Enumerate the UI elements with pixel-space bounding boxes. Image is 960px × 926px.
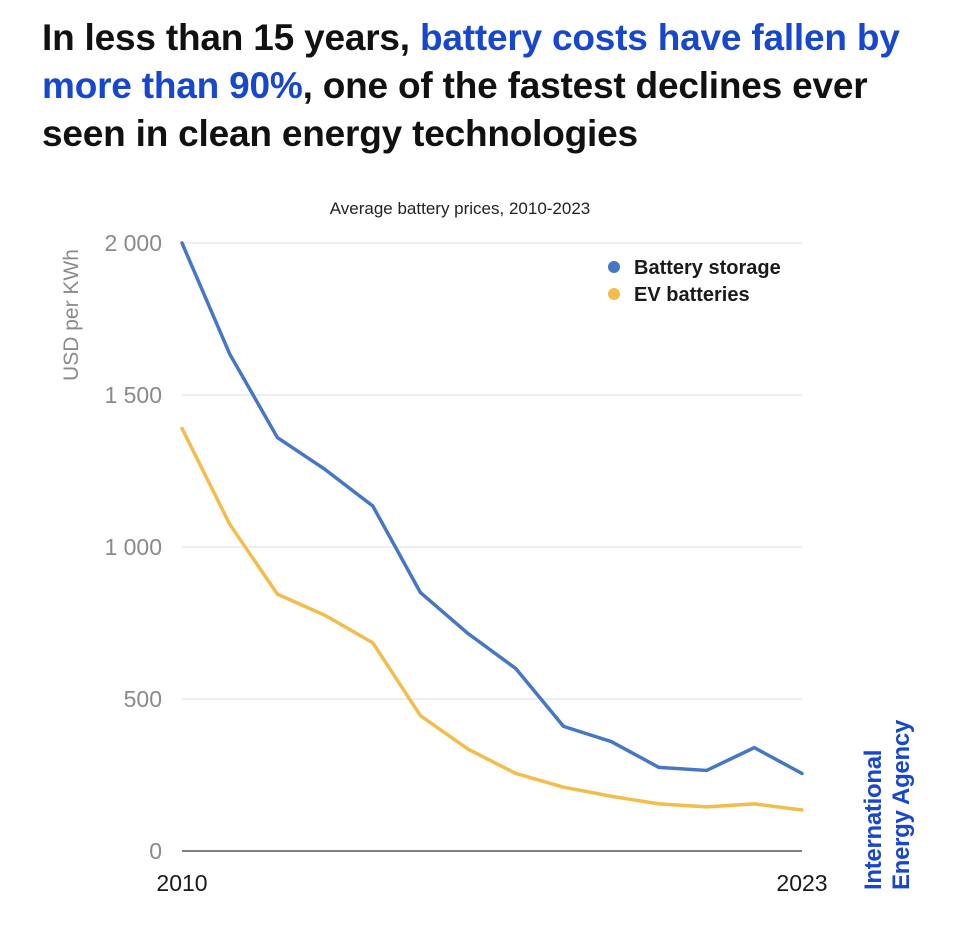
y-tick-label: 500: [124, 686, 162, 712]
brand-line-1: International: [860, 749, 887, 890]
legend-marker: [608, 288, 620, 300]
series-line-battery-storage: [180, 241, 804, 776]
x-tick-label: 2010: [156, 870, 207, 896]
headline-part-2: , one of the fastest declines ever seen …: [42, 65, 868, 154]
y-tick-label: 2 000: [104, 230, 162, 256]
legend-label: Battery storage: [634, 257, 781, 279]
legend-label: EV batteries: [634, 284, 750, 306]
x-tick-labels: 2010 2023: [156, 870, 827, 896]
gridlines: [182, 242, 802, 852]
brand-line-2: Energy Agency: [888, 720, 915, 890]
series-lines: [180, 241, 804, 812]
y-axis-label: USD per KWh: [60, 249, 83, 381]
legend-marker: [608, 261, 620, 273]
headline: In less than 15 years, battery costs hav…: [42, 14, 922, 158]
series-line-ev-batteries: [180, 426, 804, 812]
y-tick-label: 1 500: [104, 382, 162, 408]
chart-title: Average battery prices, 2010-2023: [330, 199, 591, 218]
legend: Battery storage EV batteries: [608, 257, 781, 306]
y-tick-label: 1 000: [104, 534, 162, 560]
headline-part-1: In less than 15 years,: [42, 17, 420, 58]
headline-highlight: battery costs have fallen by more than 9…: [42, 17, 900, 106]
y-tick-labels: 0 500 1 000 1 500 2 000: [104, 230, 162, 864]
x-tick-label: 2023: [776, 870, 827, 896]
y-tick-label: 0: [149, 838, 162, 864]
iea-logo: International Energy Agency: [860, 720, 916, 890]
